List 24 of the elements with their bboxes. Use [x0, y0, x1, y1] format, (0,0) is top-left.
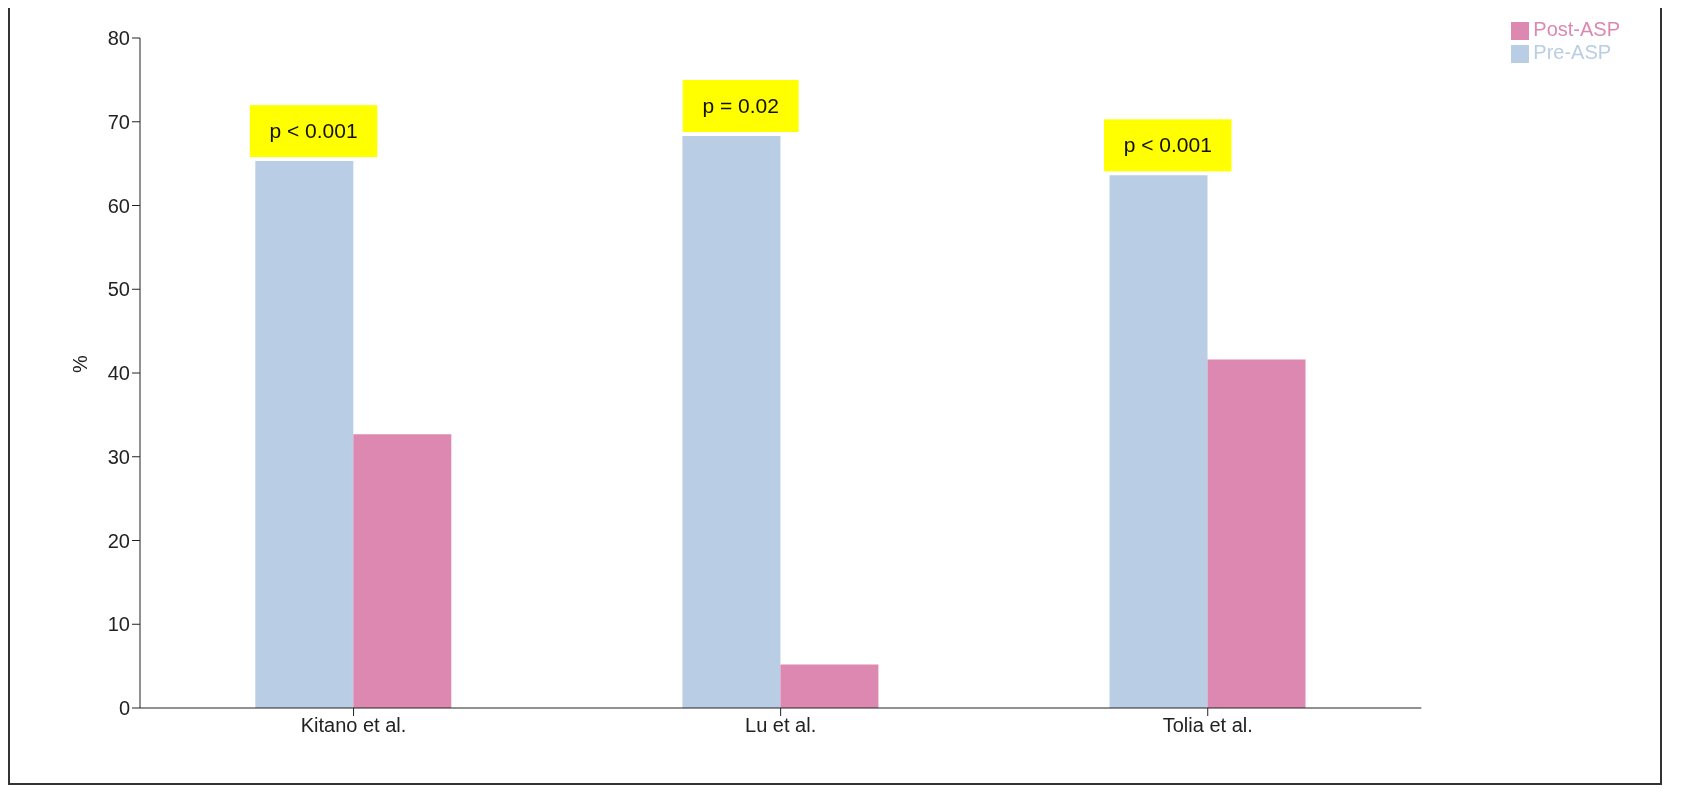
annotation: p = 0.02	[702, 93, 779, 117]
legend-label: Pre-ASP	[1533, 41, 1612, 63]
y-tick-label: 0	[118, 697, 130, 720]
x-tick-label: Lu et al.	[745, 714, 817, 737]
y-tick-label: 70	[107, 110, 130, 133]
y-tick-label: 50	[107, 278, 130, 301]
legend-label: Post-ASP	[1533, 18, 1620, 40]
y-tick-label: 40	[107, 362, 130, 385]
bar	[780, 664, 879, 708]
y-tick-label: 20	[107, 529, 130, 552]
bar	[1109, 175, 1208, 708]
y-tick-label: 60	[107, 194, 130, 217]
y-tick-label: 10	[107, 613, 130, 636]
bar	[682, 135, 781, 708]
y-tick-label: 30	[107, 445, 130, 468]
x-tick-label: Tolia et al.	[1162, 714, 1253, 737]
bar	[353, 434, 452, 708]
annotation: p < 0.001	[1123, 133, 1212, 157]
bar	[255, 161, 354, 708]
x-tick-label: Kitano et al.	[300, 714, 407, 737]
bar	[1207, 359, 1306, 708]
y-tick-label: 80	[107, 27, 130, 50]
y-axis-title: %	[69, 355, 92, 373]
annotation: p < 0.001	[269, 119, 358, 143]
